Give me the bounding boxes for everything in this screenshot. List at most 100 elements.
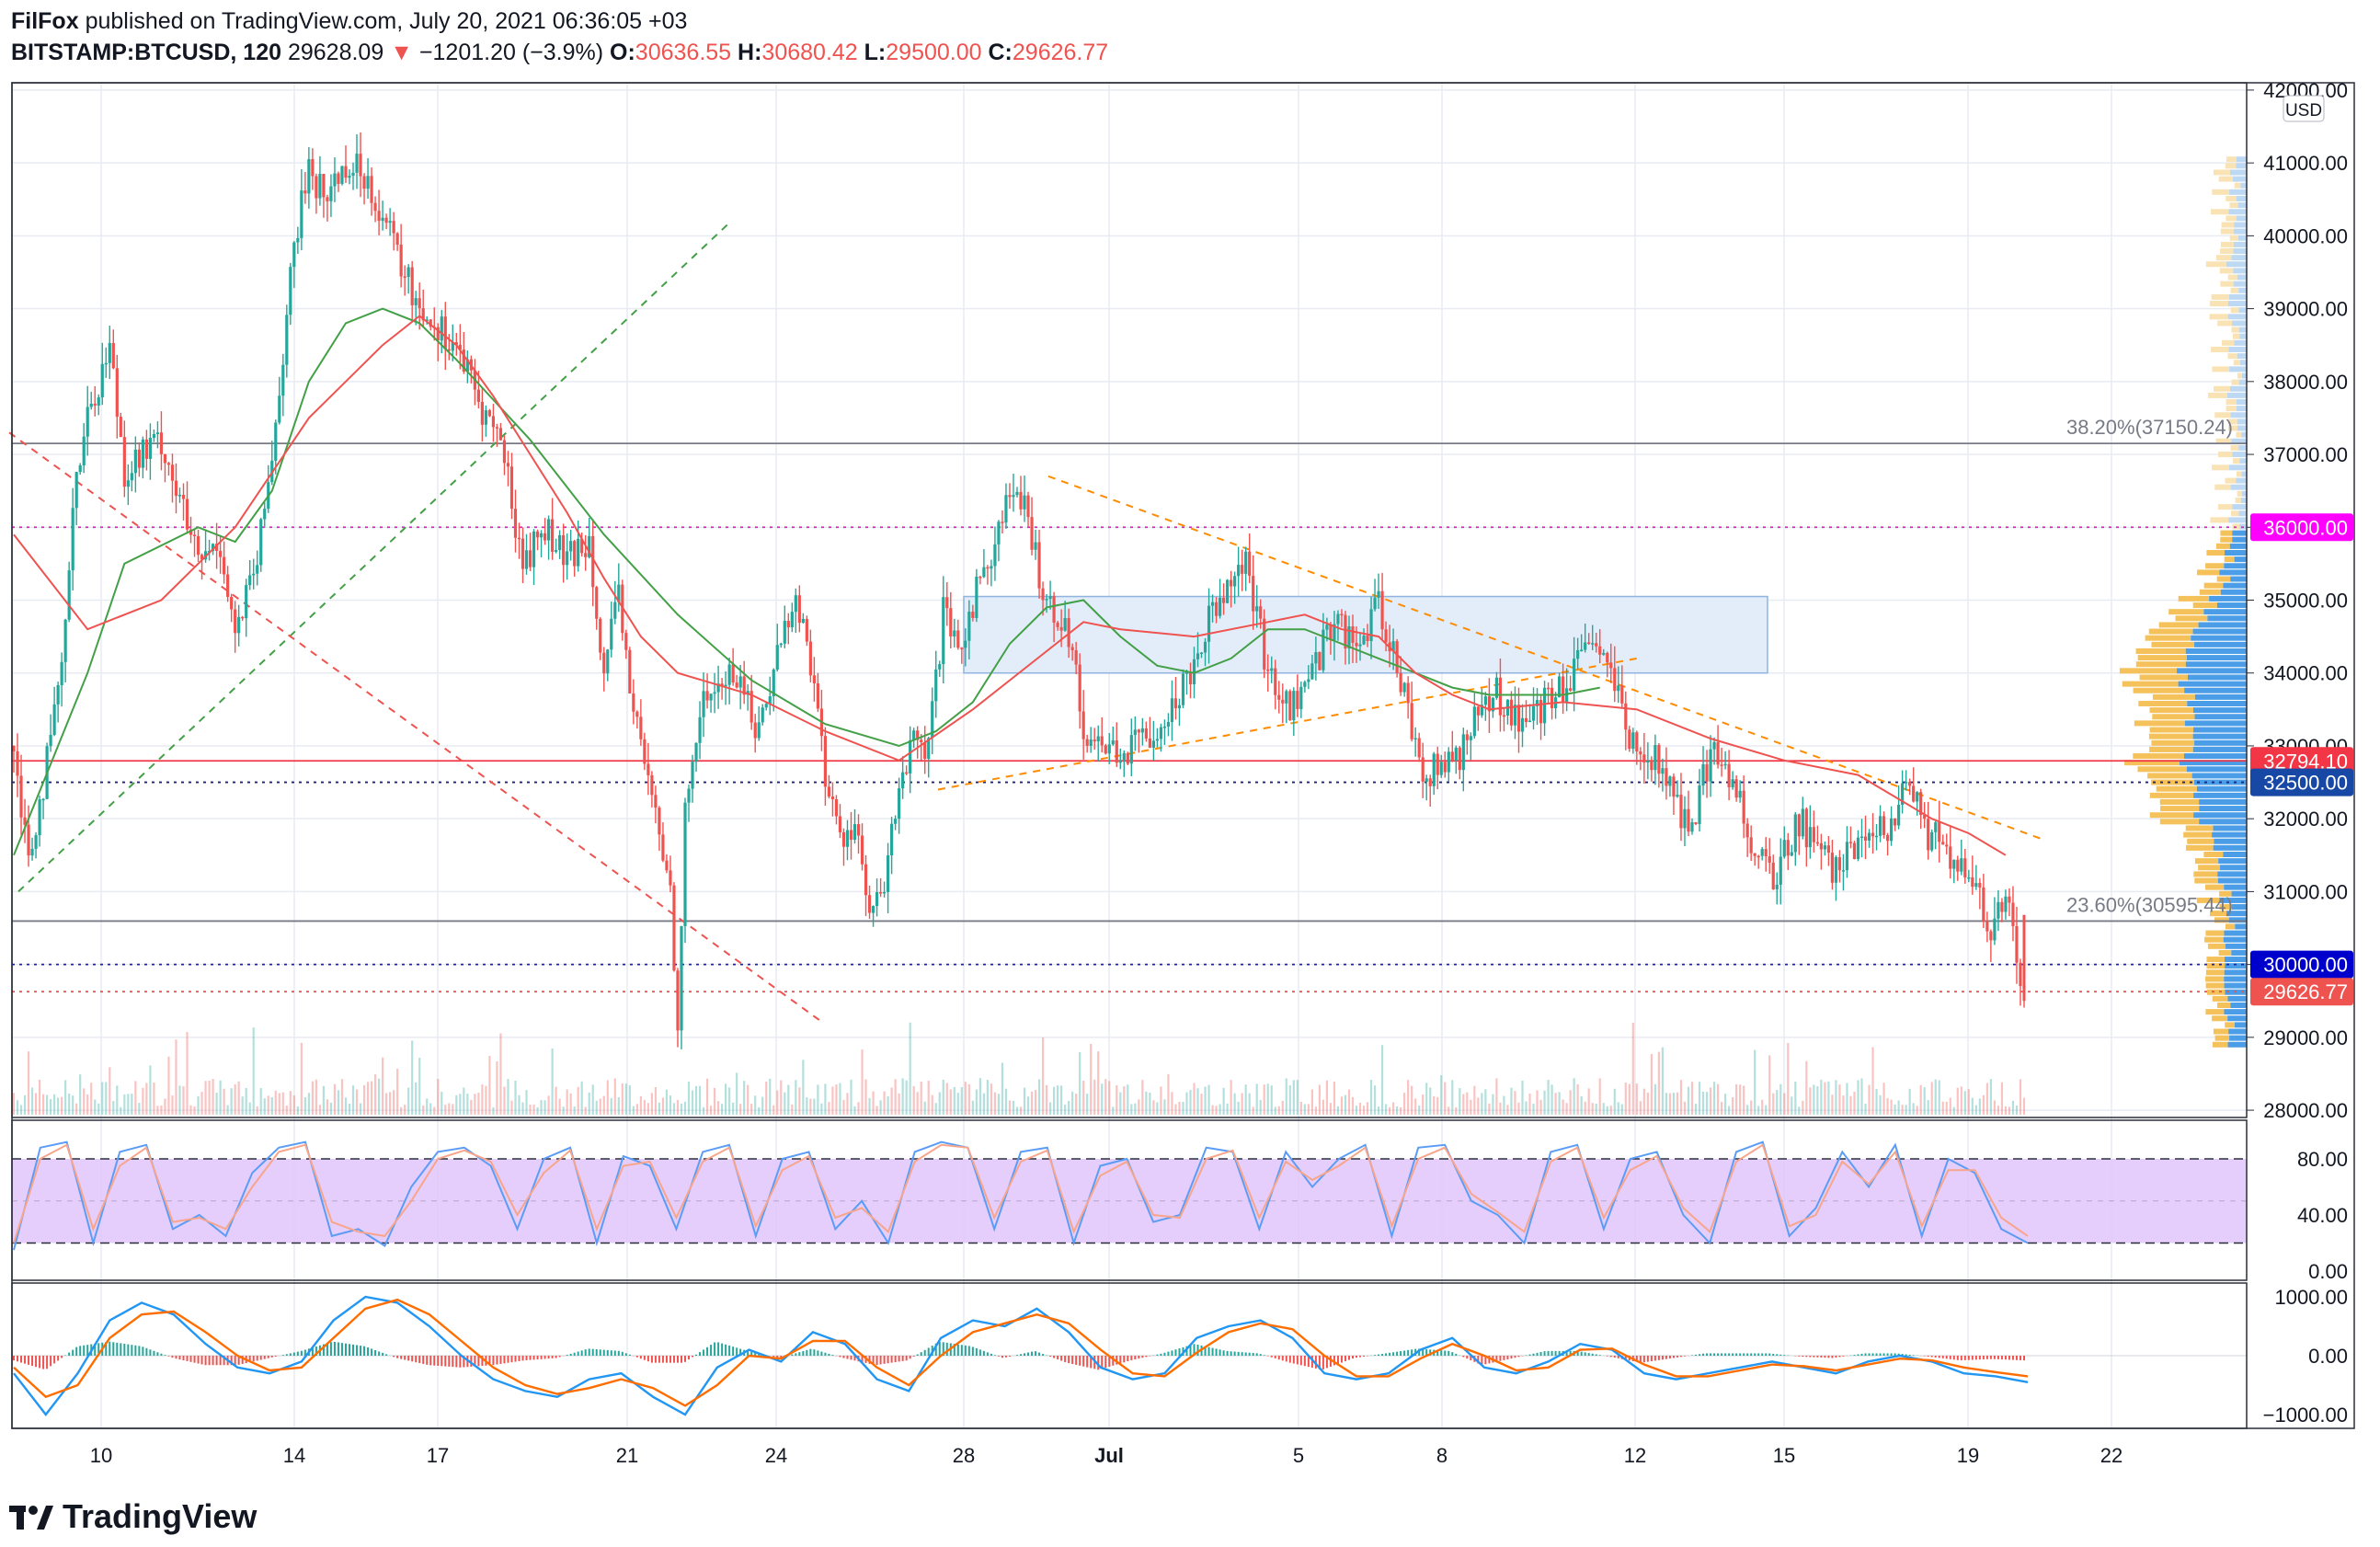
candle-body xyxy=(1465,734,1469,740)
candle-body xyxy=(1720,764,1723,766)
profile-bar-buy xyxy=(2192,628,2247,635)
candle-body xyxy=(1502,715,1506,717)
profile-bar-sell xyxy=(2232,333,2240,339)
candle-body xyxy=(716,683,720,693)
chart-axes: 10 14 17 21 24 28 Jul 5 8 12 15 19 2242000.0041000.0… xyxy=(11,79,2355,1467)
candle-body xyxy=(779,643,783,646)
candle-body xyxy=(517,537,521,540)
candle-body xyxy=(1550,687,1554,709)
candle-body xyxy=(691,762,694,789)
candle-body xyxy=(731,664,735,683)
profile-bar-buy xyxy=(2232,452,2247,458)
candle-body xyxy=(1093,739,1096,742)
symbol-label[interactable]: BITSTAMP:BTCUSD, 120 xyxy=(11,40,282,65)
candle-body xyxy=(1292,691,1296,721)
candle-body xyxy=(1901,783,1905,805)
candle-body xyxy=(1111,739,1115,745)
candle-body xyxy=(337,173,340,184)
candle-body xyxy=(658,808,661,835)
profile-bar-sell xyxy=(2122,681,2179,687)
profile-bar-buy xyxy=(2193,792,2247,798)
profile-bar-sell xyxy=(2135,647,2186,654)
candle-body xyxy=(1863,836,1868,842)
candle-body xyxy=(764,704,768,708)
candle-body xyxy=(392,221,395,234)
candle-body xyxy=(841,831,846,847)
down-triangle-icon: ▼ xyxy=(390,40,413,65)
profile-bar-sell xyxy=(2233,360,2240,366)
profile-bar-sell xyxy=(2209,301,2228,307)
candle-body xyxy=(458,344,462,350)
price-change: −1201.20 (−3.9%) xyxy=(418,40,604,65)
candle-body xyxy=(366,176,370,189)
candle-body xyxy=(2019,962,2022,987)
candle-body xyxy=(1322,629,1325,670)
profile-bar-buy xyxy=(2227,301,2247,307)
candle-body xyxy=(1971,877,1974,888)
candle-body xyxy=(370,176,373,203)
candle-body xyxy=(1524,717,1528,723)
candle-body xyxy=(1469,736,1472,740)
candle-body xyxy=(495,427,499,429)
candle-body xyxy=(447,349,451,351)
candle-body xyxy=(1859,836,1864,839)
candle-body xyxy=(898,788,901,819)
profile-bar-buy xyxy=(2194,739,2247,746)
profile-bar-buy xyxy=(2228,517,2247,523)
profile-bar-sell xyxy=(2134,720,2185,727)
candle-body xyxy=(1274,668,1277,695)
candle-body xyxy=(727,664,731,685)
candle-body xyxy=(949,608,953,636)
profile-bar-sell xyxy=(2207,392,2227,398)
chart-header: FilFox published on TradingView.com, Jul… xyxy=(11,6,1108,68)
profile-bar-sell xyxy=(2230,444,2239,451)
candle-body xyxy=(724,684,727,687)
profile-bar-sell xyxy=(2235,497,2241,503)
candle-body xyxy=(1188,671,1193,685)
candle-body xyxy=(1074,649,1078,665)
profile-bar-sell xyxy=(2133,687,2185,693)
profile-bar-buy xyxy=(2194,641,2247,647)
candle-body xyxy=(1244,551,1248,574)
profile-bar-sell xyxy=(2158,622,2199,628)
candle-body xyxy=(414,298,418,305)
tradingview-brand[interactable]: TradingView xyxy=(9,1497,257,1538)
candle-body xyxy=(1085,739,1089,746)
candle-body xyxy=(1410,703,1413,739)
x-tick-label: 28 xyxy=(953,1444,975,1467)
profile-bar-sell xyxy=(2236,471,2242,477)
candle-body xyxy=(875,892,879,907)
profile-bar-sell xyxy=(2149,727,2194,733)
candle-body xyxy=(1690,821,1694,832)
profile-bar-sell xyxy=(2178,595,2210,602)
candle-body xyxy=(1764,849,1768,857)
candle-body xyxy=(333,173,337,187)
candle-body xyxy=(1184,671,1189,674)
profile-bar-sell xyxy=(2229,202,2238,209)
candle-body xyxy=(1391,641,1395,652)
candle-body xyxy=(1230,579,1233,587)
profile-bar-sell xyxy=(2217,320,2233,327)
profile-bar-sell xyxy=(2209,314,2228,320)
profile-bar-buy xyxy=(2241,372,2247,379)
profile-bar-buy xyxy=(2186,766,2247,773)
candle-body xyxy=(1531,705,1536,721)
candle-body xyxy=(909,739,912,774)
candle-body xyxy=(1480,705,1483,716)
y-tick-label: 29000.00 xyxy=(2263,1026,2348,1049)
price-tag-label: 30000.00 xyxy=(2263,954,2348,977)
candle-body xyxy=(591,535,595,588)
candle-body xyxy=(1683,808,1687,829)
publisher-name[interactable]: FilFox xyxy=(11,8,79,34)
profile-bar-sell xyxy=(2205,261,2226,268)
candle-body xyxy=(1148,738,1151,748)
candle-body xyxy=(462,350,465,372)
candle-body xyxy=(1162,726,1167,728)
candle-body xyxy=(30,848,34,856)
profile-bar-sell xyxy=(2194,858,2219,865)
candle-body xyxy=(1927,819,1930,851)
candle-body xyxy=(887,855,890,892)
profile-bar-sell xyxy=(2159,798,2200,805)
candle-body xyxy=(528,550,532,567)
